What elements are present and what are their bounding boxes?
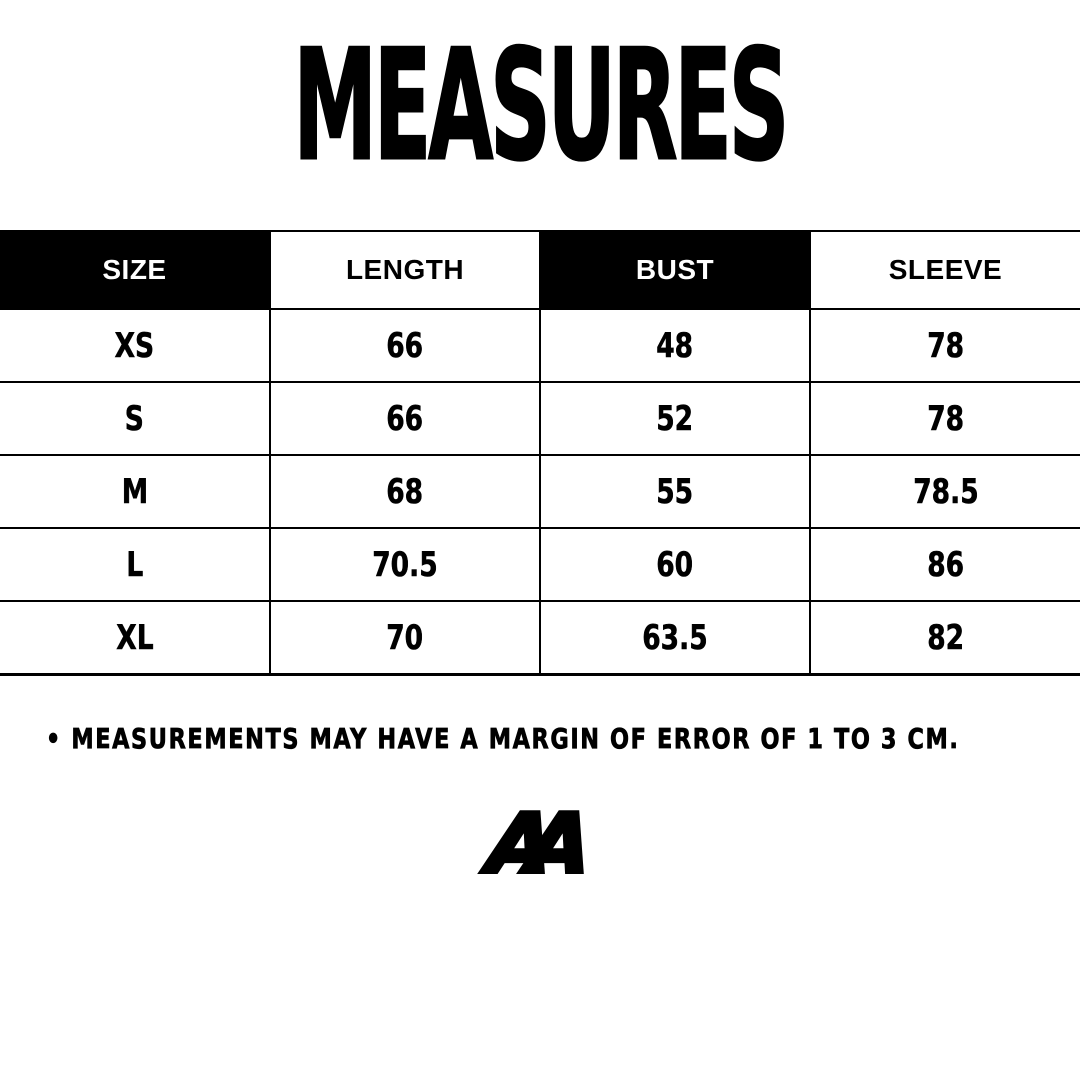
cell-length: 70.5: [269, 527, 541, 602]
cell-bust: 55: [539, 454, 811, 529]
col-header-sleeve: SLEEVE: [809, 230, 1080, 310]
cell-sleeve: 86: [809, 527, 1080, 602]
cell-sleeve: 78: [809, 381, 1080, 456]
cell-sleeve: 78: [809, 308, 1080, 383]
page-title-text: MEASURES: [293, 17, 790, 194]
cell-value: 63.5: [642, 617, 708, 658]
cell-value: 78: [927, 325, 964, 366]
cell-length: 66: [269, 308, 541, 383]
cell-size: XL: [0, 600, 271, 676]
cell-value: 86: [927, 544, 964, 585]
cell-bust: 63.5: [539, 600, 811, 676]
cell-value: 48: [656, 325, 694, 366]
cell-value: 78: [927, 398, 964, 439]
cell-bust: 48: [539, 308, 811, 383]
cell-value: L: [126, 544, 143, 585]
table-row-xl: XL 70 63.5 82: [0, 600, 1080, 676]
footnote: • MEASUREMENTS MAY HAVE A MARGIN OF ERRO…: [0, 722, 1080, 756]
size-table: SIZE LENGTH BUST SLEEVE XS 66 48 78 S 66…: [0, 230, 1080, 676]
cell-value: 66: [386, 398, 424, 439]
cell-value: 68: [386, 471, 424, 512]
page-title: MEASURES: [0, 17, 1080, 194]
cell-value: 60: [656, 544, 694, 585]
cell-length: 68: [269, 454, 541, 529]
cell-size: XS: [0, 308, 271, 383]
brand-logo: AA: [0, 795, 1080, 894]
cell-sleeve: 82: [809, 600, 1080, 676]
cell-value: 82: [927, 617, 964, 658]
cell-value: 70: [386, 617, 424, 658]
table-header-row: SIZE LENGTH BUST SLEEVE: [0, 230, 1080, 310]
table-row-xs: XS 66 48 78: [0, 308, 1080, 383]
cell-value: 66: [386, 325, 424, 366]
cell-bust: 60: [539, 527, 811, 602]
table-row-m: M 68 55 78.5: [0, 454, 1080, 529]
table-row-l: L 70.5 60 86: [0, 527, 1080, 602]
table-row-s: S 66 52 78: [0, 381, 1080, 456]
cell-length: 70: [269, 600, 541, 676]
cell-value: 52: [656, 398, 694, 439]
cell-value: M: [121, 471, 148, 512]
cell-size: L: [0, 527, 271, 602]
footnote-text: • MEASUREMENTS MAY HAVE A MARGIN OF ERRO…: [46, 722, 960, 756]
cell-size: S: [0, 381, 271, 456]
cell-value: 55: [656, 471, 694, 512]
col-header-size: SIZE: [0, 230, 271, 310]
cell-value: 70.5: [372, 544, 438, 585]
cell-bust: 52: [539, 381, 811, 456]
cell-value: 78.5: [912, 471, 979, 512]
cell-size: M: [0, 454, 271, 529]
cell-sleeve: 78.5: [809, 454, 1080, 529]
cell-value: XS: [114, 325, 155, 366]
col-header-length: LENGTH: [269, 230, 541, 310]
brand-logo-text: AA: [482, 795, 574, 894]
col-header-bust: BUST: [539, 230, 811, 310]
cell-length: 66: [269, 381, 541, 456]
cell-value: XL: [115, 617, 154, 658]
cell-value: S: [124, 398, 145, 439]
